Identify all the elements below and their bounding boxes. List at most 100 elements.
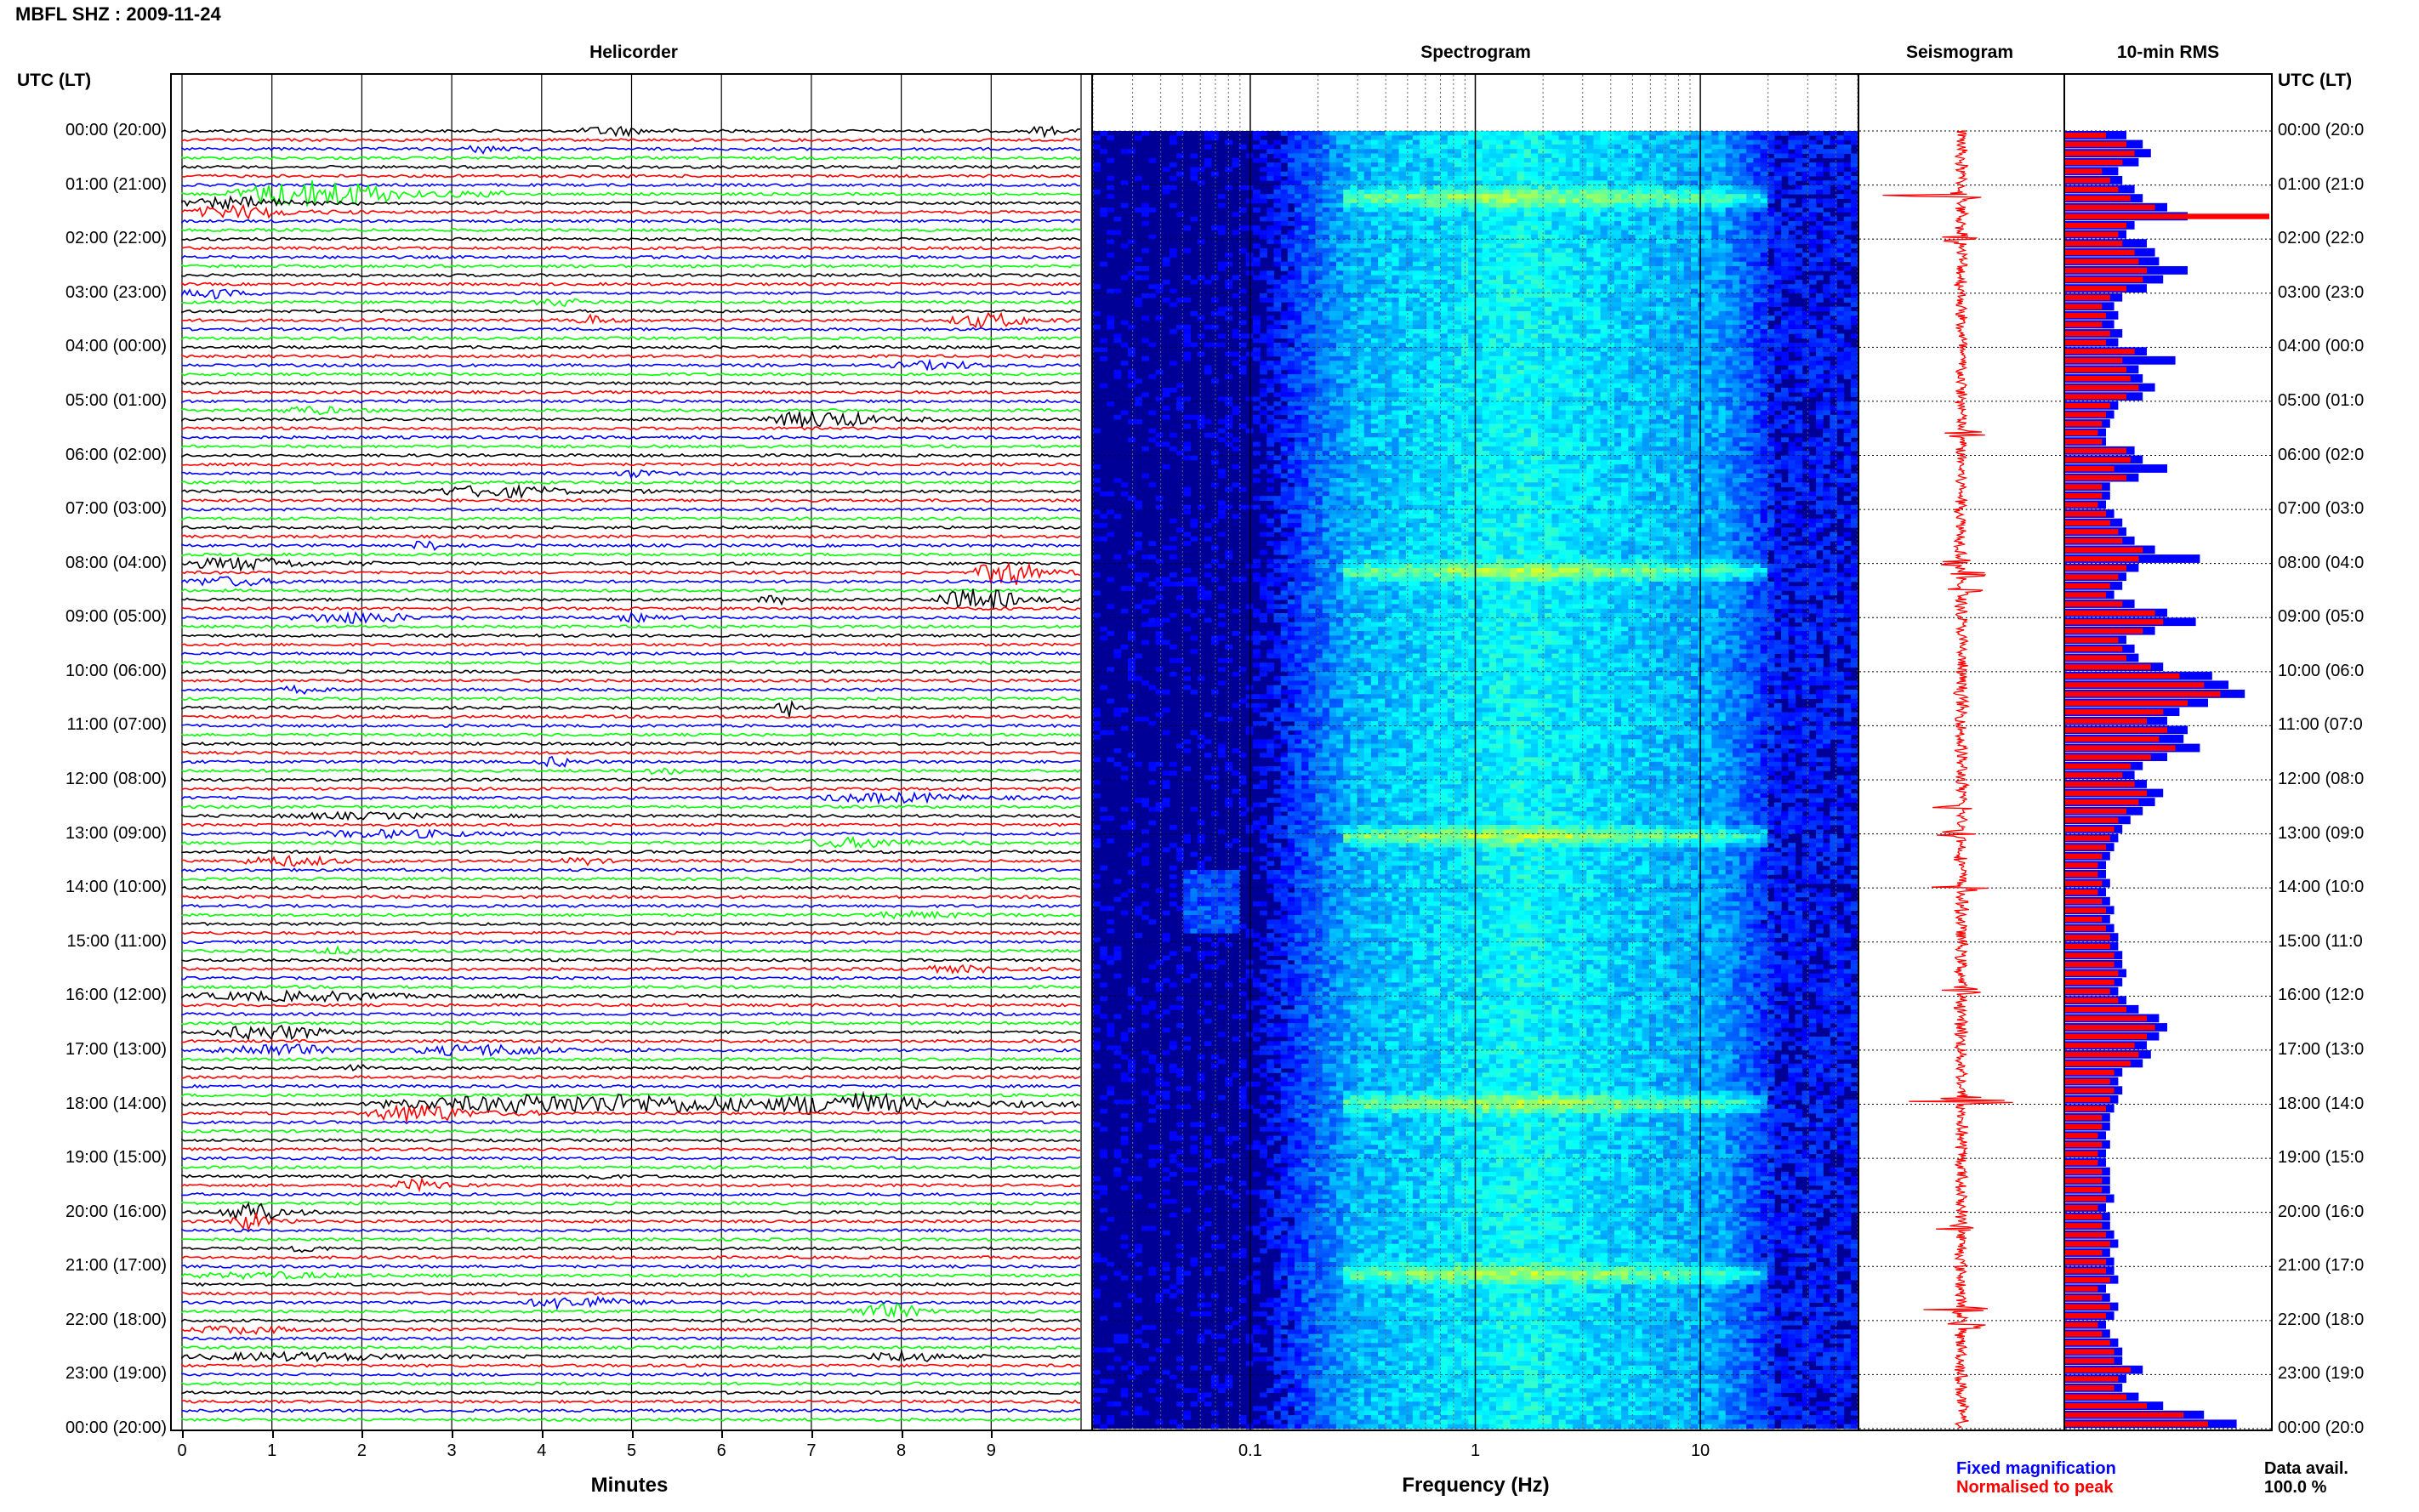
spectrogram-cell: [1510, 194, 1517, 199]
spectrogram-cell: [1698, 158, 1705, 163]
spectrogram-cell: [1524, 293, 1532, 298]
spectrogram-cell: [1281, 185, 1289, 190]
spectrogram-cell: [1746, 158, 1754, 163]
spectrogram-cell: [1308, 366, 1316, 371]
spectrogram-cell: [1413, 172, 1420, 177]
spectrogram-cell: [1336, 293, 1344, 298]
spectrogram-cell: [1316, 270, 1323, 276]
spectrogram-cell: [1593, 149, 1601, 154]
spectrogram-cell: [1476, 298, 1483, 303]
spectrogram-cell: [1454, 378, 1462, 384]
spectrogram-cell: [1781, 230, 1789, 236]
spectrogram-row: [1107, 194, 1858, 199]
spectrogram-cell: [1705, 207, 1712, 213]
spectrogram-cell: [1642, 190, 1650, 195]
spectrogram-cell: [1329, 276, 1337, 281]
spectrogram-cell: [1316, 221, 1323, 226]
spectrogram-cell: [1621, 266, 1629, 271]
spectrogram-cell: [1711, 311, 1719, 316]
spectrogram-cell: [1601, 217, 1608, 222]
spectrogram-cell: [1371, 162, 1379, 168]
spectrogram-cell: [1733, 131, 1740, 136]
spectrogram-cell: [1288, 131, 1295, 136]
spectrogram-cell: [1392, 347, 1399, 352]
spectrogram-cell: [1781, 162, 1789, 168]
spectrogram-cell: [1545, 140, 1552, 145]
spectrogram-cell: [1454, 239, 1462, 244]
spectrogram-cell: [1406, 338, 1414, 344]
spectrogram-cell: [1434, 329, 1442, 334]
spectrogram-cell: [1788, 180, 1796, 185]
spectrogram-cell: [1434, 315, 1442, 321]
spectrogram-cell: [1148, 293, 1156, 298]
spectrogram-cell: [1371, 298, 1379, 303]
spectrogram-cell: [1413, 149, 1420, 154]
spectrogram-cell: [1503, 190, 1511, 195]
hour-label: 21:00 (17:00): [0, 1256, 167, 1276]
spectrogram-cell: [1621, 230, 1629, 236]
spectrogram-cell: [1566, 248, 1574, 253]
spectrogram-cell: [1559, 315, 1567, 321]
spectrogram-cell: [1538, 221, 1545, 226]
spectrogram-cell: [1636, 321, 1643, 326]
spectrogram-cell: [1579, 158, 1587, 163]
spectrogram-cell: [1601, 212, 1608, 217]
spectrogram-cell: [1642, 293, 1650, 298]
spectrogram-cell: [1281, 221, 1289, 226]
spectrogram-cell: [1323, 194, 1330, 199]
spectrogram-cell: [1441, 280, 1449, 285]
spectrogram-cell: [1308, 162, 1316, 168]
spectrogram-cell: [1726, 190, 1733, 195]
spectrogram-cell: [1378, 154, 1386, 159]
spectrogram-cell: [1357, 162, 1365, 168]
spectrogram-cell: [1691, 248, 1699, 253]
spectrogram-cell: [1357, 221, 1365, 226]
spectrogram-cell: [1614, 366, 1622, 371]
spectrogram-cell: [1426, 366, 1434, 371]
spectrogram-cell: [1551, 266, 1559, 271]
spectrogram-cell: [1476, 140, 1483, 145]
spectrogram-cell: [1802, 315, 1810, 321]
spectrogram-cell: [1719, 235, 1727, 240]
spectrogram-cell: [1636, 378, 1643, 384]
spectrogram-cell: [1573, 248, 1580, 253]
spectrogram-cell: [1503, 343, 1511, 348]
spectrogram-cell: [1454, 262, 1462, 267]
spectrogram-cell: [1266, 338, 1274, 344]
spectrogram-cell: [1413, 370, 1420, 375]
spectrogram-cell: [1733, 276, 1740, 281]
spectrogram-cell: [1719, 343, 1727, 348]
spectrogram-cell: [1489, 262, 1497, 267]
spectrogram-cell: [1420, 225, 1427, 230]
spectrogram-cell: [1545, 190, 1552, 195]
spectrogram-cell: [1454, 176, 1462, 181]
spectrogram-cell: [1496, 347, 1504, 352]
spectrogram-cell: [1656, 289, 1664, 294]
spectrogram-cell: [1593, 131, 1601, 136]
spectrogram-cell: [1163, 167, 1170, 172]
spectrogram-cell: [1837, 315, 1845, 321]
spectrogram-cell: [1628, 329, 1636, 334]
spectrogram-cell: [1510, 230, 1517, 236]
spectrogram-cell: [1274, 262, 1282, 267]
spectrogram-cell: [1524, 176, 1532, 181]
spectrogram-cell: [1753, 207, 1761, 213]
spectrogram-cell: [1496, 194, 1504, 199]
spectrogram-cell: [1816, 361, 1824, 366]
spectrogram-cell: [1316, 180, 1323, 185]
spectrogram-cell: [1586, 311, 1594, 316]
spectrogram-cell: [1788, 248, 1796, 253]
spectrogram-cell: [1691, 235, 1699, 240]
spectrogram-cell: [1663, 217, 1671, 222]
spectrogram-cell: [1454, 307, 1462, 312]
spectrogram-cell: [1357, 311, 1365, 316]
spectrogram-cell: [1642, 185, 1650, 190]
spectrogram-cell: [1406, 298, 1414, 303]
spectrogram-cell: [1476, 180, 1483, 185]
spectrogram-cell: [1107, 207, 1114, 213]
spectrogram-cell: [1788, 343, 1796, 348]
spectrogram-cell: [1566, 158, 1574, 163]
spectrogram-cell: [1426, 352, 1434, 357]
spectrogram-cell: [1656, 338, 1664, 344]
spectrogram-cell: [1677, 352, 1685, 357]
